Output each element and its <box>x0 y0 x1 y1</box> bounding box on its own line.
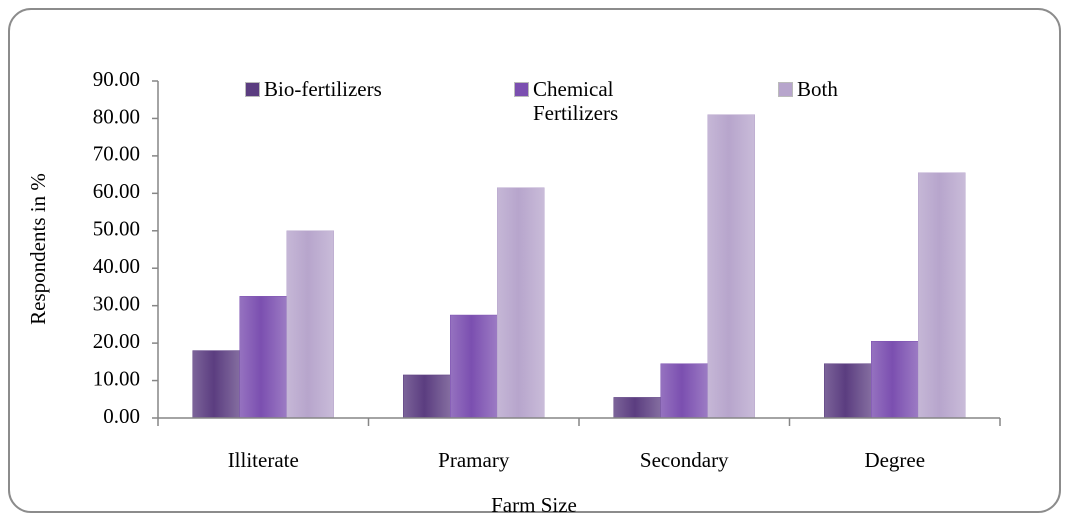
bar <box>286 230 334 419</box>
bar <box>239 296 287 419</box>
legend-item: Bio-fertilizers <box>245 77 382 101</box>
x-axis-title: Farm Size <box>491 493 577 517</box>
bar <box>707 114 755 419</box>
bar <box>660 363 708 419</box>
legend-label: Both <box>797 77 838 101</box>
bar <box>192 350 240 419</box>
bar <box>918 172 966 419</box>
y-tick-label: 40.00 <box>93 254 140 278</box>
y-tick-label: 10.00 <box>93 366 140 390</box>
legend-swatch <box>514 82 529 97</box>
x-tick-label: Illiterate <box>228 448 299 472</box>
y-tick-label: 30.00 <box>93 291 140 315</box>
y-tick-label: 80.00 <box>93 104 140 128</box>
y-tick-label: 0.00 <box>103 404 140 428</box>
y-tick-label: 50.00 <box>93 217 140 241</box>
legend-swatch <box>778 82 793 97</box>
y-tick-label: 20.00 <box>93 329 140 353</box>
y-axis-title: Respondents in % <box>26 173 50 325</box>
legend-item: Chemical Fertilizers <box>514 77 653 125</box>
y-tick-label: 60.00 <box>93 179 140 203</box>
bar <box>613 397 661 419</box>
legend-label: Chemical Fertilizers <box>533 77 619 125</box>
bar <box>450 314 498 419</box>
bar <box>824 363 872 419</box>
bar <box>871 340 919 419</box>
bar <box>403 374 451 419</box>
x-tick-label: Degree <box>864 448 925 472</box>
legend-label: Bio-fertilizers <box>264 77 382 101</box>
y-tick-label: 70.00 <box>93 142 140 166</box>
x-tick-label: Pramary <box>438 448 510 472</box>
x-tick-label: Secondary <box>640 448 729 472</box>
y-tick-label: 90.00 <box>93 67 140 91</box>
legend-item: Both <box>778 77 838 101</box>
legend-swatch <box>245 82 260 97</box>
bar <box>497 187 545 419</box>
